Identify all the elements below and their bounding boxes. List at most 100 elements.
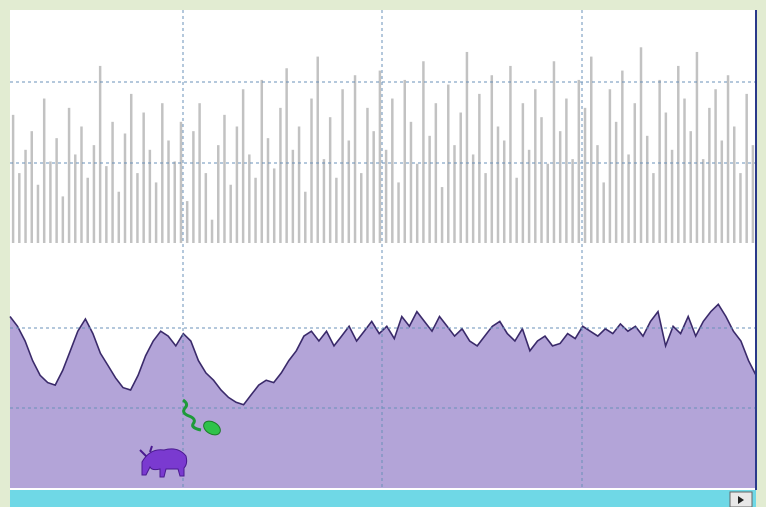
bar (397, 182, 400, 243)
bull-icon (139, 445, 188, 478)
bar (148, 149, 152, 243)
bar (217, 145, 220, 243)
bar (440, 187, 444, 243)
bar (434, 103, 438, 243)
bar (173, 161, 176, 243)
bar (285, 68, 288, 243)
bar (751, 145, 755, 243)
bar (621, 70, 624, 243)
bar (80, 126, 83, 243)
bar (74, 154, 77, 243)
bar (732, 126, 736, 243)
bar (552, 61, 556, 244)
bar (428, 135, 431, 243)
sperm-icon (182, 398, 221, 436)
bar (459, 112, 462, 244)
bar (484, 173, 487, 243)
bar (384, 149, 388, 243)
bar (502, 140, 506, 243)
bar (391, 98, 394, 243)
bar (316, 56, 319, 243)
bar (142, 112, 145, 244)
line (9, 303, 757, 406)
bar (558, 131, 562, 243)
bar (415, 163, 419, 243)
bar (378, 70, 382, 243)
bar (24, 149, 27, 243)
bar (86, 177, 89, 243)
bar (179, 121, 183, 243)
bar (409, 121, 413, 243)
bar (708, 107, 711, 243)
marks (9, 47, 757, 488)
bar (353, 75, 357, 244)
bar (11, 114, 15, 243)
bar (633, 103, 637, 243)
bar (210, 219, 214, 243)
bar (701, 159, 705, 243)
bar (658, 79, 661, 244)
bar (540, 117, 543, 243)
bar (602, 182, 605, 243)
bar (154, 182, 158, 243)
bar (98, 65, 102, 243)
bar (571, 159, 574, 243)
bar (689, 131, 692, 243)
bar (279, 107, 282, 243)
bar (335, 177, 338, 243)
bar (30, 131, 34, 243)
bar (185, 201, 189, 243)
bar (18, 173, 21, 243)
bar (372, 131, 375, 243)
bar (590, 56, 593, 243)
bar (61, 196, 65, 243)
bar (192, 131, 195, 243)
bar (328, 117, 332, 243)
bar (645, 135, 649, 243)
bar (241, 89, 245, 243)
bar (136, 173, 139, 243)
bar (291, 149, 295, 243)
scrollbar[interactable] (10, 490, 756, 507)
bar (453, 145, 456, 243)
bar (254, 177, 257, 243)
bar (67, 107, 71, 243)
grid (10, 10, 756, 490)
bar (322, 159, 326, 243)
bar (266, 138, 270, 243)
bar (55, 138, 58, 243)
bar (111, 121, 114, 243)
bar (447, 84, 450, 243)
bar (515, 177, 518, 243)
bar (627, 154, 630, 243)
bar (304, 191, 307, 243)
bar (614, 121, 618, 243)
bar (403, 79, 407, 244)
bar (565, 98, 568, 243)
bar (297, 126, 301, 243)
bar (36, 184, 40, 243)
bar (596, 145, 599, 243)
bar (223, 114, 226, 243)
bar (204, 173, 208, 243)
bar (534, 89, 537, 243)
bar (521, 103, 525, 243)
bar (341, 89, 344, 243)
bar (272, 168, 276, 243)
bar (105, 166, 108, 243)
bar (198, 103, 201, 243)
bar (546, 163, 549, 243)
bar (366, 107, 369, 243)
bar (129, 93, 133, 243)
bar (664, 112, 668, 244)
bar (577, 79, 581, 244)
bar (422, 61, 425, 244)
bar (167, 140, 170, 243)
bar (248, 154, 251, 243)
bar (359, 173, 363, 243)
bar (49, 161, 52, 243)
bar (527, 149, 531, 243)
bar (229, 184, 232, 243)
bar (92, 145, 96, 243)
bar (583, 107, 587, 243)
